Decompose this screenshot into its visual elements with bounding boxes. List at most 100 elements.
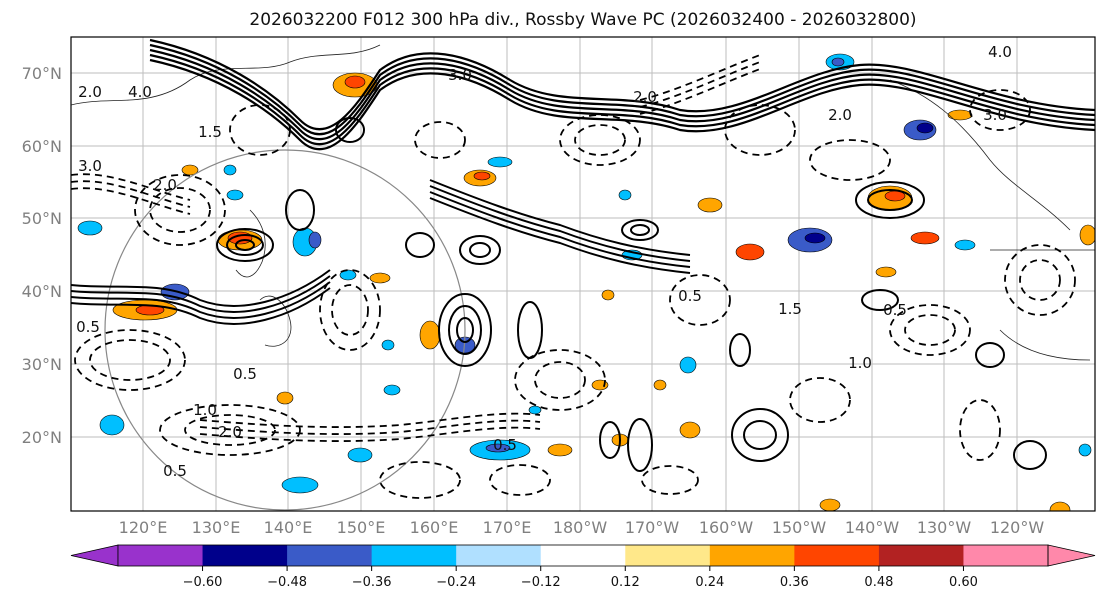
shaded-anomaly — [339, 269, 357, 281]
shaded-anomaly — [276, 391, 294, 405]
shaded-anomaly — [369, 272, 391, 284]
positive-contour — [149, 58, 1095, 151]
shaded-anomaly — [281, 476, 319, 494]
colorbar-segment — [287, 545, 373, 566]
negative-contour — [669, 274, 731, 326]
shaded-anomaly — [528, 405, 542, 415]
colorbar-tick-label: 0.48 — [864, 575, 893, 590]
negative-contour — [71, 173, 191, 201]
shaded-anomaly — [679, 421, 701, 439]
positive-contour — [216, 228, 274, 262]
contour-label: 1.0 — [848, 354, 872, 372]
positive-contour — [285, 189, 315, 231]
negative-contour — [574, 124, 626, 156]
contour-label: 2.0 — [153, 176, 177, 194]
negative-contour — [1019, 259, 1061, 301]
contour-label: 0.5 — [233, 365, 257, 383]
positive-contour — [743, 420, 777, 450]
colorbar-tick-label: −0.60 — [183, 575, 223, 590]
positive-contour — [429, 185, 691, 262]
colorbar-tick-label: −0.36 — [352, 575, 392, 590]
positive-contour — [459, 235, 501, 265]
longitude-label: 150°W — [772, 518, 827, 537]
positive-contour — [729, 333, 751, 367]
positive-contour — [855, 181, 925, 219]
latitude-label: 30°N — [22, 355, 62, 374]
shaded-anomaly — [916, 122, 934, 134]
latitude-label: 20°N — [22, 428, 62, 447]
longitude-label: 140°E — [264, 518, 313, 537]
contour-label: 0.5 — [493, 436, 517, 454]
map-background — [71, 37, 1095, 511]
negative-contour — [1004, 244, 1076, 316]
longitude-label: 150°E — [337, 518, 386, 537]
negative-contour — [319, 269, 381, 351]
positive-contour — [429, 191, 691, 268]
longitude-label: 160°E — [410, 518, 459, 537]
positive-contour — [226, 234, 264, 256]
contour-label: 1.5 — [198, 123, 222, 141]
shaded-anomaly — [77, 220, 103, 236]
negative-contour — [331, 284, 369, 336]
shaded-anomaly — [223, 164, 237, 176]
shaded-anomaly — [419, 320, 441, 350]
shaded-anomaly — [1049, 501, 1071, 511]
colorbar-segment — [118, 545, 204, 566]
negative-contour — [489, 464, 551, 496]
longitude-labels: 120°E 130°E 140°E 150°E 160°E 170°E 180°W 170°W… — [119, 518, 1045, 537]
longitude-label: 120°E — [119, 518, 168, 537]
shaded-anomaly — [347, 447, 373, 463]
longitude-label: 170°W — [625, 518, 680, 537]
positive-contour — [149, 38, 1095, 131]
colorbar-max-extend — [1047, 544, 1096, 567]
colorbar-segment — [794, 545, 880, 566]
shaded-anomaly — [697, 197, 723, 213]
contour-label: 2.0 — [218, 423, 242, 441]
positive-contour — [71, 281, 331, 319]
negative-contour — [559, 114, 641, 166]
positive-contour — [235, 239, 255, 251]
contour-label: 2.0 — [78, 83, 102, 101]
contour-labels: 2.0 4.0 3.0 2.0 1.5 0.5 1.0 0.5 3.0 2.0 4.0 3.0 2.0 0… — [76, 43, 1012, 480]
contour-label: 1.0 — [193, 401, 217, 419]
positive-contour — [448, 305, 482, 355]
contour-label: 4.0 — [988, 43, 1012, 61]
colorbar: −0.60 −0.48 −0.36 −0.24 −0.12 0.12 0.24 0.36 0.4… — [70, 544, 1096, 590]
colorbar-tick-label: −0.48 — [267, 575, 307, 590]
positive-contour — [149, 53, 1095, 146]
contour-label: 3.0 — [448, 66, 472, 84]
positive-contour — [71, 287, 331, 325]
negative-contour — [414, 121, 466, 159]
negative-contour — [379, 461, 461, 499]
shaded-anomaly — [947, 109, 973, 121]
contour-label: 3.0 — [78, 157, 102, 175]
shaded-anomaly — [804, 232, 826, 244]
positive-contour — [599, 421, 621, 459]
rossby-wave-region-outline — [104, 149, 466, 511]
negative-contour — [789, 377, 851, 423]
positive-contour — [627, 418, 653, 472]
positive-contour — [975, 342, 1005, 368]
colorbar-segment — [625, 545, 711, 566]
latitude-label: 70°N — [22, 64, 62, 83]
shaded-anomaly — [653, 379, 667, 391]
longitude-label: 120°W — [990, 518, 1045, 537]
colorbar-segment — [540, 545, 626, 566]
map-frame — [70, 36, 1096, 512]
shaded-anomaly — [487, 156, 513, 168]
negative-contour — [229, 104, 291, 156]
positive-contour — [469, 242, 491, 258]
longitude-label: 130°W — [917, 518, 972, 537]
positive-contour — [71, 269, 331, 307]
negative-contour — [534, 361, 586, 399]
latitude-label: 40°N — [22, 282, 62, 301]
shaded-anomaly — [381, 339, 395, 351]
negative-contour — [184, 414, 276, 446]
positive-contour — [405, 232, 435, 258]
shaded-anomaly — [383, 384, 401, 396]
positive-contour — [71, 275, 331, 313]
colorbar-segment — [963, 545, 1049, 566]
colorbar-segment — [709, 545, 795, 566]
colorbar-tick-label: 0.24 — [695, 575, 724, 590]
